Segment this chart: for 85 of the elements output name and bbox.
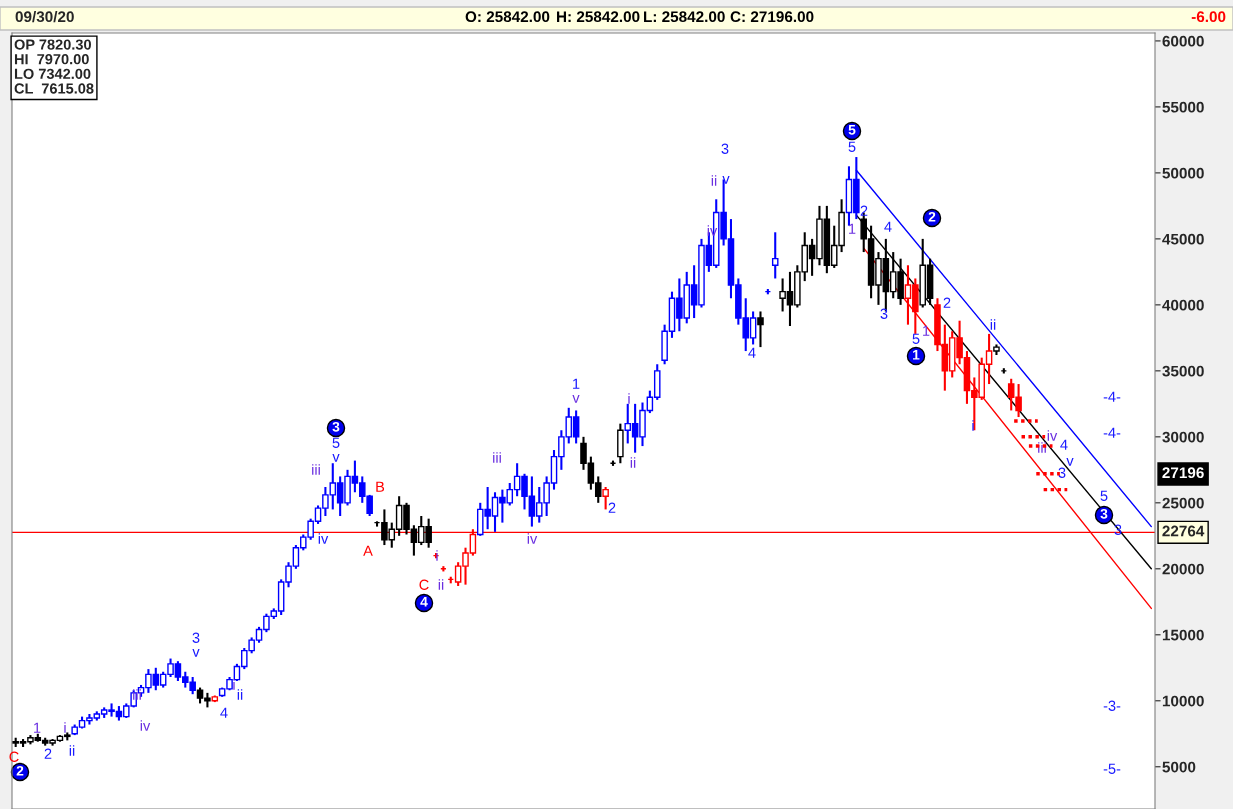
annotation: i: [64, 722, 66, 733]
y-tick-label: 40000: [1162, 299, 1204, 311]
y-tick-label: 25000: [1162, 497, 1204, 509]
annotation: iii: [493, 452, 501, 463]
annotation: 2: [928, 211, 936, 222]
annotation: ii: [69, 745, 75, 756]
annotation: 5: [332, 437, 340, 448]
annotation: 1: [923, 325, 930, 336]
text: L: 25842.00: [644, 11, 725, 23]
annotation: 4: [220, 707, 228, 718]
annotation: 2: [16, 765, 24, 776]
annotation: HI 7970.00: [14, 54, 89, 65]
annotation: 5: [848, 141, 856, 152]
annotation: A: [363, 545, 373, 556]
annotation: i: [436, 550, 438, 561]
annotation: v: [572, 395, 580, 403]
annotation: C: [419, 579, 429, 590]
candlestick: [757, 310, 764, 349]
annotation: -3-: [1103, 700, 1121, 711]
annotation: 4: [748, 347, 756, 358]
annotation: ii: [990, 319, 996, 330]
annotation: 5: [848, 125, 856, 135]
annotation: 1: [573, 378, 580, 389]
y-tick-label: 30000: [1162, 431, 1204, 443]
text: 27196: [1162, 467, 1204, 479]
annotation: iv: [318, 533, 329, 544]
y-tick-label: 45000: [1162, 233, 1204, 245]
candlestick: [771, 231, 779, 280]
annotation: i: [233, 679, 235, 690]
annotation: i: [972, 420, 974, 431]
y-tick-label: 10000: [1162, 695, 1204, 707]
annotation: 4: [884, 221, 892, 232]
annotation: 2: [608, 502, 616, 513]
annotation: 4: [1060, 439, 1068, 450]
annotation: ii: [630, 457, 636, 468]
annotation: -4-: [1103, 391, 1121, 402]
ref-line-label: 22764: [1162, 525, 1205, 537]
annotation: 2: [860, 205, 868, 216]
y-tick-label: 15000: [1162, 629, 1204, 641]
y-tick-label: 20000: [1162, 563, 1204, 575]
chart-title: 09/30/20: [15, 10, 74, 23]
annotation: i: [628, 393, 630, 404]
annotation: ii: [237, 689, 243, 700]
annotation: 4: [420, 597, 428, 607]
text: H: 25842.00: [557, 11, 640, 23]
annotation: 3: [1100, 508, 1108, 519]
text: -6.00: [1191, 11, 1226, 23]
annotation: OP 7820.30: [14, 39, 91, 50]
annotation: 5: [1100, 490, 1108, 501]
text: O: 25842.00: [465, 11, 550, 23]
annotation: v: [722, 176, 730, 184]
annotation: v: [332, 454, 340, 462]
annotation: CL 7615.08: [14, 83, 94, 94]
annotation: iii: [133, 689, 141, 700]
annotation: 1: [849, 223, 856, 234]
annotation: 2: [943, 297, 951, 308]
annotation: LO 7342.00: [14, 68, 91, 80]
y-tick-label: 35000: [1162, 365, 1204, 377]
y-tick-label: 55000: [1162, 101, 1204, 113]
annotation: iv: [140, 720, 151, 731]
annotation: 3: [332, 421, 340, 432]
annotation: ii: [711, 175, 717, 186]
annotation: -4-: [1103, 427, 1121, 438]
annotation: ii: [438, 579, 444, 590]
annotation: 3: [880, 308, 888, 319]
annotation: B: [376, 481, 385, 492]
annotation: 3: [721, 143, 729, 154]
annotation: 2: [44, 748, 52, 759]
annotation: C: [9, 751, 19, 762]
y-tick-label: 50000: [1162, 167, 1204, 179]
annotation: 5: [912, 333, 920, 344]
annotation: iii: [312, 464, 320, 475]
annotation: 3: [1058, 467, 1066, 478]
y-tick-label: 5000: [1162, 761, 1196, 773]
annotation: iv: [1047, 430, 1058, 441]
annotation: 1: [34, 722, 41, 733]
annotation: v: [192, 649, 200, 657]
candlestick: [602, 485, 609, 511]
annotation: 1: [913, 350, 920, 360]
annotation: iv: [527, 533, 538, 544]
annotation: v: [1066, 458, 1074, 466]
annotation: 3: [192, 632, 200, 643]
annotation: -5-: [1103, 763, 1121, 774]
y-tick-label: 60000: [1162, 35, 1204, 47]
text: C: 27196.00: [730, 11, 814, 23]
